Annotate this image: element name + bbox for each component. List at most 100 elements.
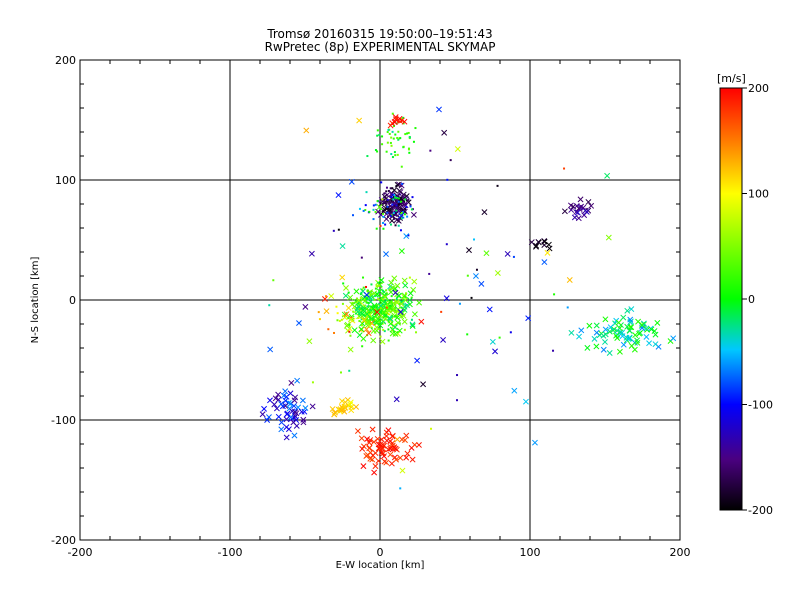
data-point-cross [398, 299, 405, 306]
data-point-dot [395, 315, 398, 318]
data-point-cross [571, 214, 578, 221]
data-point-dot [563, 167, 566, 170]
data-point-dot [412, 140, 415, 143]
data-point-cross [364, 319, 371, 326]
data-point-cross [378, 442, 385, 449]
data-point-dot [391, 206, 394, 209]
data-point-cross [371, 469, 378, 476]
data-point-cross [374, 435, 381, 442]
data-point-dot [405, 205, 408, 208]
data-point-dot [369, 308, 372, 311]
data-point-cross [329, 406, 336, 412]
data-point-dot [377, 320, 380, 323]
data-point-dot [347, 291, 350, 294]
data-point-cross [343, 284, 349, 291]
data-point-dot [379, 299, 382, 302]
data-point-cross [374, 291, 381, 298]
data-point-dot [393, 194, 396, 197]
data-point-cross [296, 320, 302, 327]
data-point-dot [397, 121, 400, 124]
data-point-dot [392, 198, 395, 201]
data-point-cross [394, 330, 401, 337]
data-point-dot [374, 149, 377, 152]
data-point-cross [585, 199, 592, 205]
x-tick-label: 100 [520, 546, 541, 559]
data-point-dot [410, 208, 413, 211]
data-point-dot [377, 284, 380, 287]
data-point-cross [275, 413, 282, 420]
data-point-dot [379, 327, 382, 330]
data-point-cross [454, 146, 461, 152]
data-point-cross [278, 419, 285, 426]
data-point-cross [631, 346, 638, 353]
data-point-cross [375, 316, 382, 322]
data-point-dot [396, 136, 399, 139]
data-point-dot [362, 209, 365, 212]
data-point-dot [394, 224, 397, 227]
data-point-dot [391, 112, 394, 115]
data-point-cross [624, 307, 631, 314]
data-point-dot [391, 156, 394, 159]
data-point-dot [400, 200, 403, 203]
data-point-dot [375, 305, 378, 308]
data-point-dot [385, 311, 388, 314]
data-point-dot [400, 208, 403, 211]
data-point-dot [389, 187, 392, 190]
data-point-cross [345, 305, 352, 311]
data-point-cross [393, 298, 400, 305]
data-point-cross [293, 410, 300, 417]
data-point-dot [399, 487, 402, 490]
data-point-dot [404, 292, 407, 295]
colorbar-tick-label: 100 [748, 188, 769, 201]
data-point-dot [399, 213, 402, 216]
data-point-dot [325, 295, 328, 298]
data-point-dot [394, 154, 397, 157]
data-point-dot [400, 117, 403, 120]
data-point-cross [486, 306, 493, 313]
data-point-cross [525, 315, 532, 322]
data-point-cross [358, 435, 365, 442]
data-point-cross [398, 248, 405, 255]
data-point-dot [365, 285, 368, 288]
data-point-dot [392, 200, 395, 203]
data-point-cross [651, 328, 658, 334]
data-point-cross [278, 401, 285, 407]
data-point-cross [283, 416, 290, 423]
data-point-dot [385, 304, 388, 307]
data-point-dot [365, 191, 368, 194]
data-point-cross [360, 307, 367, 314]
data-point-cross [332, 409, 338, 416]
data-point-dot [391, 207, 394, 210]
data-point-cross [397, 454, 404, 461]
data-point-cross [378, 277, 385, 284]
data-point-cross [489, 338, 496, 345]
data-point-cross [411, 311, 418, 318]
data-point-dot [395, 289, 398, 292]
data-point-cross [308, 250, 315, 257]
data-point-dot [386, 205, 389, 208]
data-point-cross [483, 250, 490, 257]
x-tick-label: 200 [670, 546, 691, 559]
data-point-cross [335, 192, 342, 199]
data-point-dot [410, 318, 413, 321]
data-point-dot [376, 150, 379, 153]
data-point-cross [343, 322, 350, 329]
data-point-cross [626, 327, 633, 334]
data-point-dot [397, 203, 400, 206]
data-point-cross [578, 327, 585, 334]
data-point-dot [387, 313, 390, 316]
data-point-cross [600, 346, 607, 353]
y-tick-label: -200 [51, 534, 76, 547]
data-point-dot [375, 227, 378, 230]
data-point-dot [402, 195, 405, 198]
data-point-cross [511, 387, 518, 394]
data-point-cross [406, 297, 413, 304]
data-point-dot [430, 427, 433, 430]
data-point-cross [282, 388, 289, 395]
data-point-cross [577, 196, 584, 203]
data-point-dot [440, 310, 443, 313]
data-point-cross [364, 436, 371, 443]
data-point-cross [291, 432, 298, 439]
data-point-dot [382, 221, 385, 224]
data-point-dot [392, 212, 395, 215]
